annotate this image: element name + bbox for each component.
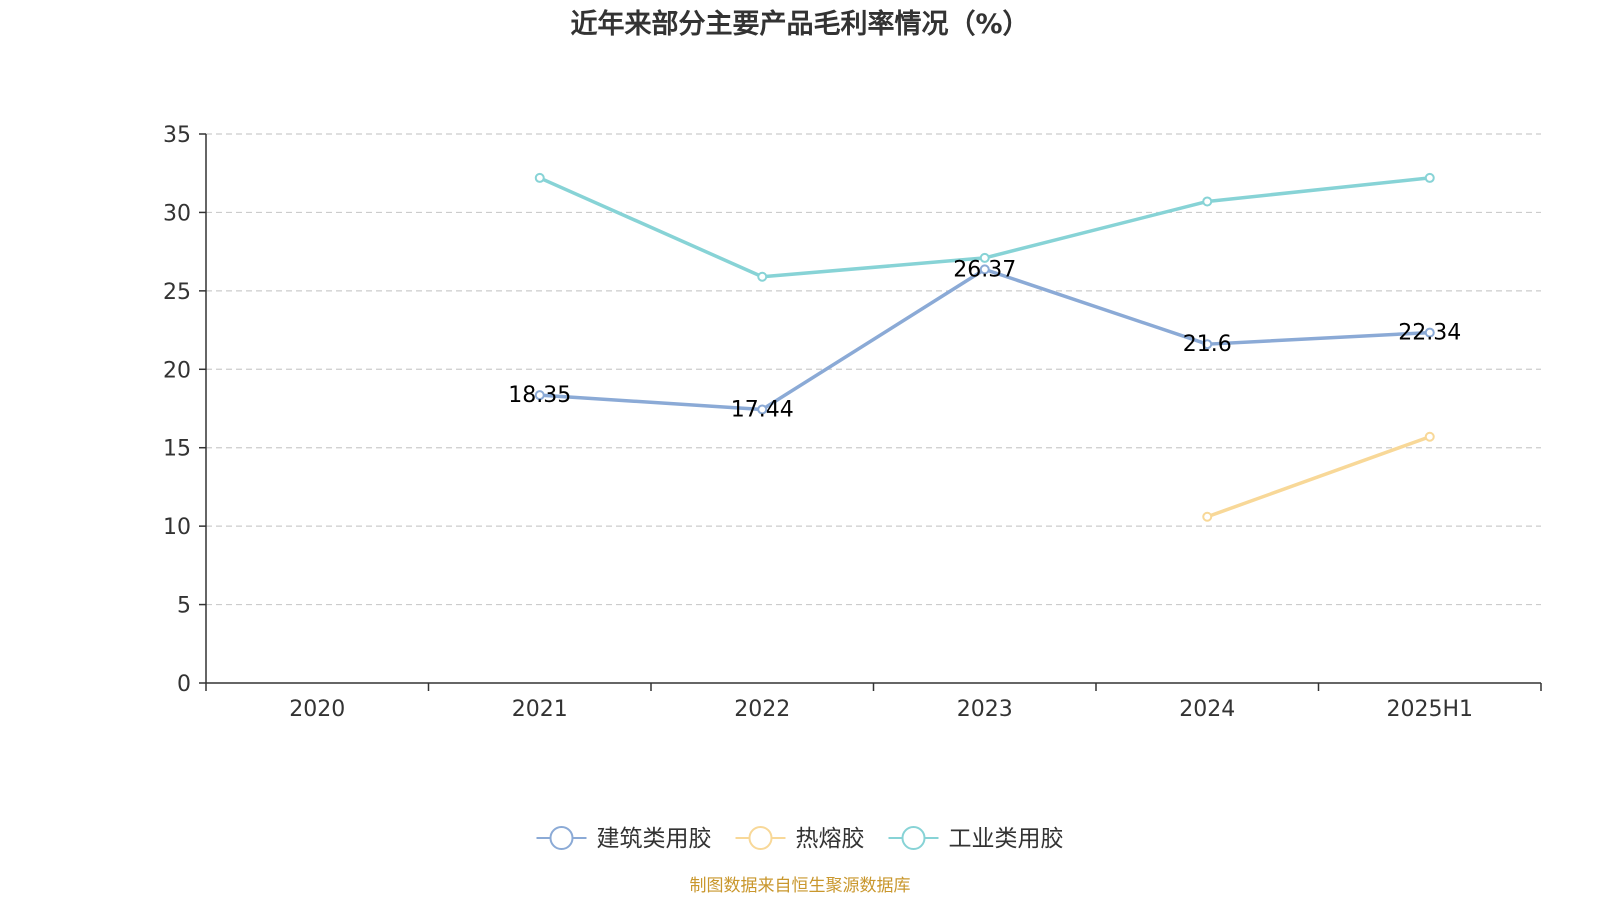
legend-label: 热熔胶 [796,826,865,852]
legend[interactable]: 建筑类用胶 热熔胶 工业类用胶 [536,826,1064,852]
axes: 0 5 10 15 20 25 30 35 2020 2021 2022 2023 2024 2025H1 [163,123,1542,722]
y-tick-label: 0 [177,672,191,697]
source-note: 制图数据来自恒生聚源数据库 [690,876,911,896]
y-tick-label: 35 [163,123,191,148]
data-label: 17.44 [731,397,794,422]
data-point[interactable] [979,264,990,275]
data-point[interactable] [757,404,768,415]
data-point[interactable] [1202,511,1213,522]
data-point[interactable] [979,252,990,263]
data-point[interactable] [534,390,545,401]
legend-item-1[interactable]: 建筑类用胶 [536,826,712,852]
data-point[interactable] [757,271,768,282]
legend-label: 工业类用胶 [949,826,1064,852]
y-tick-label: 25 [163,280,191,305]
data-point[interactable] [534,172,545,183]
chart-title: 近年来部分主要产品毛利率情况（%） [570,8,1029,40]
data-point[interactable] [1202,196,1213,207]
data-labels: 18.35 17.44 26.37 21.6 22.34 [508,257,1461,422]
x-tick-label: 2025H1 [1386,697,1473,722]
data-point[interactable] [1424,431,1435,442]
legend-item-2[interactable]: 热熔胶 [735,826,865,852]
x-tick-label: 2022 [734,697,790,722]
data-point[interactable] [1424,327,1435,338]
data-label: 21.6 [1183,332,1232,357]
data-label: 26.37 [953,257,1016,282]
y-tick-label: 15 [163,437,191,462]
data-label: 18.35 [508,383,571,408]
y-tick-label: 10 [163,515,191,540]
series-lines [534,172,1435,522]
y-tick-label: 20 [163,358,191,383]
legend-item-3[interactable]: 工业类用胶 [888,826,1064,852]
data-point[interactable] [1202,339,1213,350]
x-tick-label: 2024 [1179,697,1235,722]
legend-label: 建筑类用胶 [597,826,712,852]
y-tick-label: 5 [177,594,191,619]
series-line-2 [1205,434,1432,519]
grid-lines [206,133,1541,606]
legend-marker [549,826,574,850]
x-tick-label: 2020 [289,697,345,722]
x-tick-label: 2023 [957,697,1013,722]
legend-marker [901,826,926,850]
y-tick-label: 30 [163,201,191,226]
data-label: 22.34 [1398,321,1461,346]
legend-marker [748,826,773,850]
data-point[interactable] [1424,172,1435,183]
x-tick-label: 2021 [512,697,568,722]
